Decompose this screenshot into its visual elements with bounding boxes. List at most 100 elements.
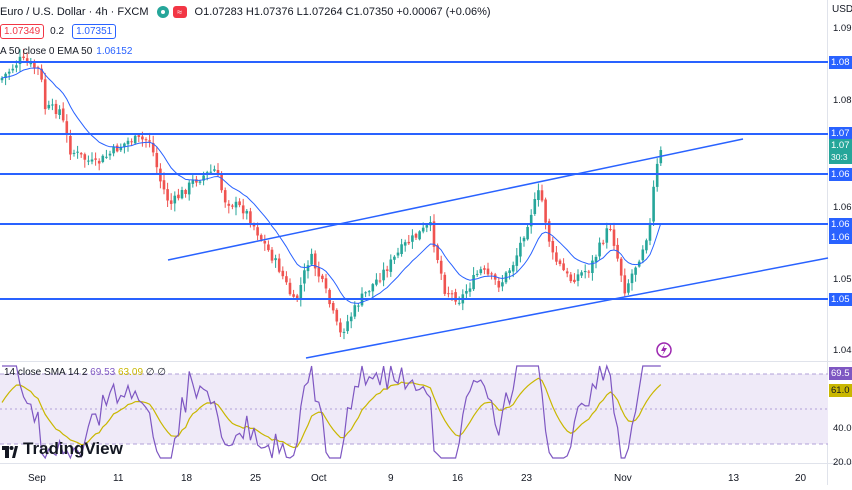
candle-body <box>501 282 504 287</box>
candle-body <box>486 268 490 275</box>
compare-icon[interactable]: ≈ <box>172 6 187 18</box>
candle-body <box>65 121 69 135</box>
candle-body <box>447 293 450 295</box>
candle-body <box>385 269 389 271</box>
candle-body <box>328 289 331 305</box>
candle-body <box>367 291 371 293</box>
candle-body <box>148 140 151 142</box>
candle-body <box>133 135 137 144</box>
candle-body <box>223 190 227 203</box>
price-tick: 1.04 <box>833 345 852 356</box>
candle-body <box>184 190 187 194</box>
candle-body <box>220 174 223 191</box>
ema-legend[interactable]: A 50 close 0 EMA 50 1.06152 <box>0 46 132 57</box>
candle-body <box>151 143 155 153</box>
candle-body <box>569 274 573 282</box>
candle-body <box>324 278 328 289</box>
candle-body <box>623 275 627 294</box>
candle-body <box>591 260 594 273</box>
candle-body <box>83 154 87 160</box>
candle-body <box>526 227 529 240</box>
candle-body <box>216 170 220 176</box>
buy-button[interactable]: 1.07351 <box>72 24 117 39</box>
candle-body <box>47 104 51 109</box>
candle-body <box>497 281 501 288</box>
candle-body <box>115 145 119 152</box>
channel-lower-trendline[interactable] <box>305 257 829 359</box>
tradingview-logo[interactable]: TradingView <box>2 439 123 459</box>
time-axis[interactable]: Sep 11 18 25 Oct 9 16 23 Nov 13 20 <box>28 473 807 484</box>
sell-button[interactable]: 1.07349 <box>0 24 45 39</box>
candle-body <box>209 171 213 173</box>
candle-body <box>627 283 630 293</box>
time-tick: Sep <box>28 473 46 484</box>
trade-buttons: 1.07349 0.2 1.07351 <box>0 24 117 39</box>
ema-legend-value: 1.06152 <box>96 46 133 57</box>
candle-body <box>421 227 425 232</box>
candle-body <box>69 136 72 155</box>
rsi-line <box>2 363 661 460</box>
candle-body <box>558 260 562 264</box>
candle-body <box>288 282 292 295</box>
candle-body <box>573 279 576 282</box>
candle-body <box>87 160 90 162</box>
time-tick: Nov <box>614 473 632 484</box>
time-tick: 25 <box>250 473 262 484</box>
candle-body <box>25 58 29 63</box>
candle-body <box>529 214 533 227</box>
candle-body <box>101 155 105 162</box>
candle-body <box>306 265 310 272</box>
candle-body <box>303 270 306 284</box>
candle-body <box>583 271 587 273</box>
candle-body <box>576 274 580 281</box>
candle-body <box>112 146 115 154</box>
candle-body <box>267 244 270 251</box>
candle-body <box>594 256 598 262</box>
candle-body <box>123 143 126 148</box>
candle-body <box>371 284 375 292</box>
candle-body <box>105 156 108 158</box>
candle-body <box>587 271 591 273</box>
candle-body <box>533 199 537 214</box>
rsi-value-label: 69.5 <box>829 367 852 380</box>
channel-upper-trendline[interactable] <box>167 138 744 261</box>
currency-label[interactable]: USD <box>832 4 852 15</box>
rsi-tick: 20.0 <box>833 457 852 468</box>
candle-body <box>648 222 652 241</box>
candle-body <box>342 331 346 333</box>
candle-body <box>346 321 349 332</box>
candle-body <box>490 273 493 275</box>
candle-body <box>295 295 299 299</box>
candle-body <box>281 270 285 277</box>
candle-body <box>94 158 97 160</box>
symbol-header[interactable]: Euro / U.S. Dollar · 4h · FXCM ≈ O1.0728… <box>0 4 491 20</box>
rsi-sma-line <box>1 377 662 449</box>
price-scale[interactable]: 1.09 1.08 1.06 1.05 1.04 <box>833 23 852 356</box>
spread-value: 0.2 <box>50 26 65 37</box>
candle-body <box>331 303 335 311</box>
candle-body <box>18 56 22 64</box>
candle-body <box>130 141 133 143</box>
candle-body <box>317 267 321 277</box>
candle-body <box>191 180 195 184</box>
rsi-scale[interactable]: 40.0 20.0 <box>833 423 852 468</box>
candle-body <box>173 195 177 204</box>
candle-body <box>141 136 144 140</box>
candle-body <box>231 205 234 207</box>
candle-body <box>511 265 515 272</box>
lightning-icon[interactable] <box>656 342 672 358</box>
candle-body <box>277 258 281 272</box>
candle-body <box>339 322 342 333</box>
candle-body <box>544 199 547 223</box>
candle-body <box>72 152 76 154</box>
market-open-icon <box>156 6 169 18</box>
symbol-title[interactable]: Euro / U.S. Dollar · 4h · FXCM <box>0 6 149 18</box>
rsi-legend[interactable]: 14 close SMA 14 2 69.53 63.09 ∅ ∅ <box>4 367 166 378</box>
candle-body <box>605 228 609 243</box>
candle-body <box>90 159 94 162</box>
rsi-tick: 40.0 <box>833 423 852 434</box>
price-tick: 1.05 <box>833 274 852 285</box>
candle-body <box>162 180 166 190</box>
